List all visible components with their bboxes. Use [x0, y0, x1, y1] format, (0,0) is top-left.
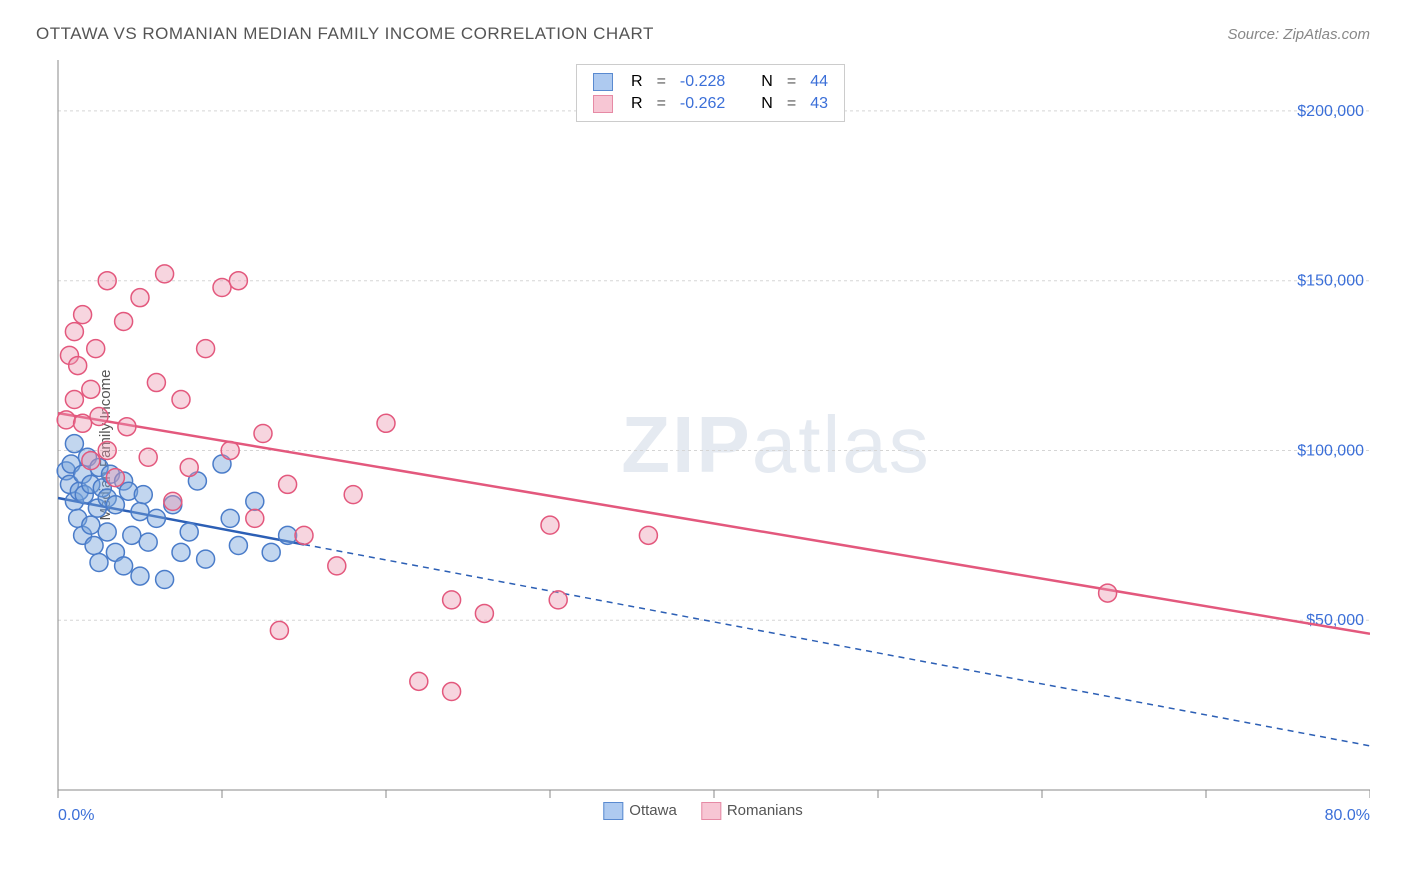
legend-r-label: R	[631, 95, 643, 113]
data-point	[254, 424, 272, 442]
data-point	[197, 340, 215, 358]
chart-area: Median Family Income ZIPatlas $50,000$10…	[50, 60, 1370, 830]
data-point	[443, 591, 461, 609]
legend-swatch	[593, 73, 613, 91]
legend-swatch	[603, 802, 623, 820]
data-point	[123, 526, 141, 544]
data-point	[74, 306, 92, 324]
legend-n-value: 44	[810, 73, 828, 91]
x-tick-label: 0.0%	[58, 807, 94, 824]
data-point	[156, 570, 174, 588]
data-point	[98, 523, 116, 541]
data-point	[270, 621, 288, 639]
legend-row: R=-0.228N=44	[593, 71, 828, 93]
data-point	[172, 391, 190, 409]
data-point	[131, 289, 149, 307]
series-legend: Ottawa Romanians	[603, 802, 802, 820]
data-point	[549, 591, 567, 609]
source-attribution: Source: ZipAtlas.com	[1227, 26, 1370, 43]
data-point	[197, 550, 215, 568]
data-point	[377, 414, 395, 432]
data-point	[69, 357, 87, 375]
data-point	[279, 526, 297, 544]
data-point	[180, 458, 198, 476]
data-point	[147, 509, 165, 527]
data-point	[131, 503, 149, 521]
y-tick-label: $200,000	[1297, 103, 1364, 120]
data-point	[82, 452, 100, 470]
legend-swatch	[701, 802, 721, 820]
legend-r-value: -0.262	[680, 95, 725, 113]
data-point	[213, 278, 231, 296]
data-point	[156, 265, 174, 283]
chart-title: OTTAWA VS ROMANIAN MEDIAN FAMILY INCOME …	[36, 24, 654, 44]
data-point	[172, 543, 190, 561]
data-point	[118, 418, 136, 436]
data-point	[139, 448, 157, 466]
data-point	[221, 509, 239, 527]
data-point	[246, 492, 264, 510]
data-point	[65, 323, 83, 341]
legend-n-label: N	[761, 95, 773, 113]
legend-label: Ottawa	[629, 802, 677, 819]
data-point	[279, 475, 297, 493]
x-tick-label: 80.0%	[1325, 807, 1370, 824]
data-point	[65, 391, 83, 409]
legend-label: Romanians	[727, 802, 803, 819]
data-point	[229, 272, 247, 290]
data-point	[90, 408, 108, 426]
data-point	[65, 435, 83, 453]
data-point	[87, 340, 105, 358]
data-point	[344, 486, 362, 504]
y-tick-label: $150,000	[1297, 273, 1364, 290]
data-point	[262, 543, 280, 561]
correlation-legend: R=-0.228N=44R=-0.262N=43	[576, 64, 845, 122]
data-point	[475, 604, 493, 622]
legend-item: Ottawa	[603, 802, 677, 820]
legend-n-label: N	[761, 73, 773, 91]
data-point	[85, 537, 103, 555]
legend-row: R=-0.262N=43	[593, 93, 828, 115]
data-point	[134, 486, 152, 504]
data-point	[106, 496, 124, 514]
data-point	[98, 441, 116, 459]
data-point	[541, 516, 559, 534]
legend-r-value: -0.228	[680, 73, 725, 91]
data-point	[74, 414, 92, 432]
y-tick-label: $100,000	[1297, 442, 1364, 459]
data-point	[115, 557, 133, 575]
data-point	[139, 533, 157, 551]
data-point	[443, 683, 461, 701]
data-point	[82, 380, 100, 398]
data-point	[115, 312, 133, 330]
data-point	[295, 526, 313, 544]
data-point	[410, 672, 428, 690]
legend-r-label: R	[631, 73, 643, 91]
data-point	[98, 272, 116, 290]
legend-n-value: 43	[810, 95, 828, 113]
data-point	[82, 516, 100, 534]
data-point	[328, 557, 346, 575]
legend-item: Romanians	[701, 802, 803, 820]
data-point	[164, 492, 182, 510]
data-point	[1099, 584, 1117, 602]
data-point	[639, 526, 657, 544]
data-point	[246, 509, 264, 527]
data-point	[147, 374, 165, 392]
data-point	[131, 567, 149, 585]
data-point	[57, 411, 75, 429]
data-point	[221, 441, 239, 459]
data-point	[180, 523, 198, 541]
data-point	[106, 469, 124, 487]
legend-swatch	[593, 95, 613, 113]
data-point	[229, 537, 247, 555]
scatter-plot: $50,000$100,000$150,000$200,0000.0%80.0%	[50, 60, 1370, 830]
data-point	[90, 554, 108, 572]
